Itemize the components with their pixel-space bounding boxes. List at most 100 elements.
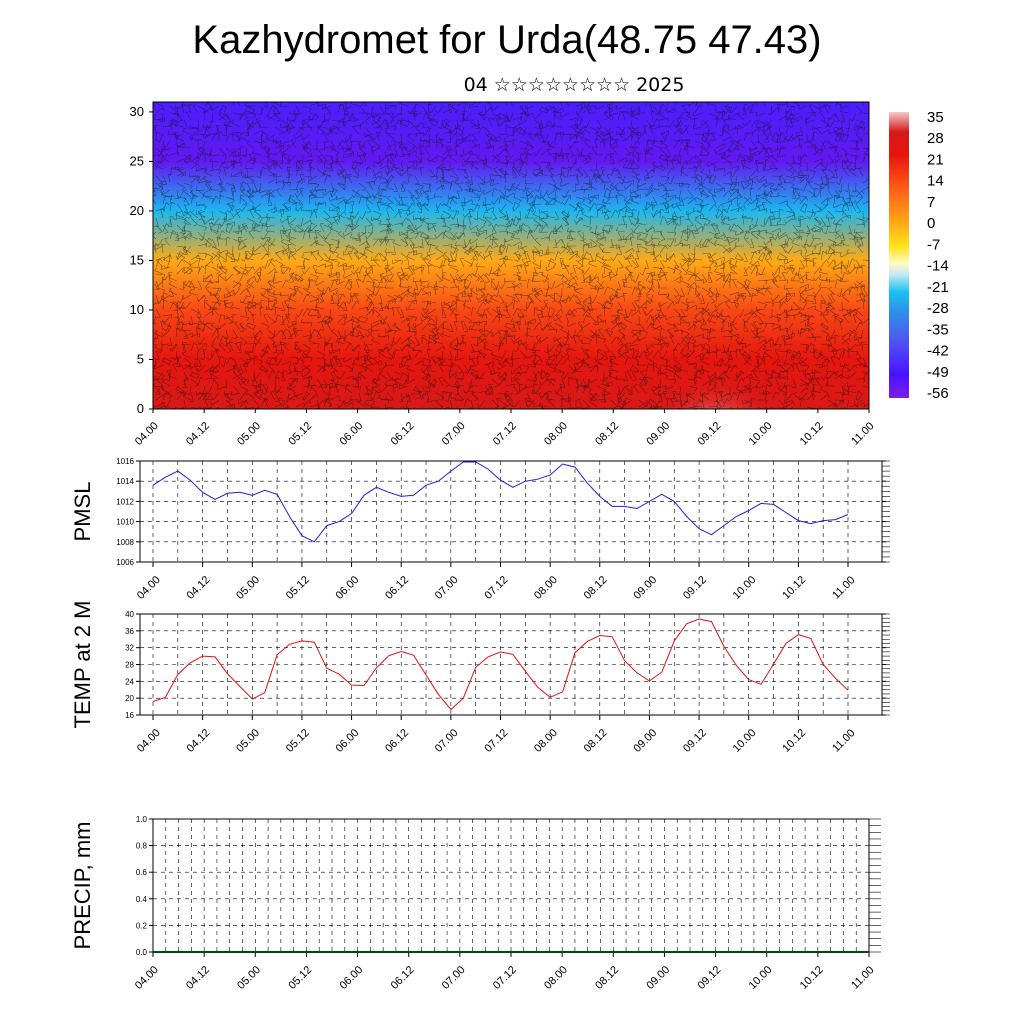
wind-barb xyxy=(736,153,741,163)
wind-barb-flag xyxy=(391,175,395,179)
wind-barb-flag xyxy=(387,232,392,234)
wind-barb-flag xyxy=(734,145,738,149)
wind-barb-flag xyxy=(706,129,709,134)
wind-barb xyxy=(183,219,192,226)
wind-barb-flag xyxy=(679,130,683,135)
wind-barb xyxy=(484,179,494,184)
wind-barb-flag xyxy=(447,194,450,199)
wind-barb-flag xyxy=(394,154,397,159)
wind-barb xyxy=(202,140,206,150)
wind-barb xyxy=(477,175,485,183)
wind-barb xyxy=(505,210,510,220)
wind-barb-flag xyxy=(282,153,287,156)
wind-barb-flag xyxy=(364,256,368,260)
wind-barb xyxy=(498,244,502,254)
wind-barb xyxy=(427,196,437,201)
wind-barb xyxy=(833,203,843,208)
wind-barb xyxy=(275,162,283,170)
wind-barb xyxy=(617,133,626,140)
wind-barb xyxy=(407,174,410,184)
wind-barb-flag xyxy=(443,251,448,254)
wind-barb xyxy=(197,167,207,170)
wind-barb-flag xyxy=(666,177,670,181)
wind-barb xyxy=(449,133,456,142)
wind-barb-flag xyxy=(587,109,590,114)
wind-barb-flag xyxy=(387,202,392,205)
wind-barb xyxy=(785,217,794,224)
wind-barb-flag xyxy=(333,161,337,165)
wind-barb xyxy=(300,217,304,227)
wind-barb xyxy=(204,237,210,247)
wind-barb xyxy=(344,223,350,233)
wind-barb-flag xyxy=(651,201,656,204)
wind-barb-flag xyxy=(425,141,430,144)
wind-barb xyxy=(732,182,738,191)
wind-barb xyxy=(155,217,159,227)
wind-barb-flag xyxy=(777,233,780,238)
wind-barb-flag xyxy=(580,152,583,157)
wind-barb xyxy=(276,147,283,156)
wind-barb xyxy=(183,266,193,271)
wind-barb xyxy=(658,182,668,187)
wind-barb-flag xyxy=(577,259,582,262)
wind-barb-flag xyxy=(811,234,814,239)
wind-barb xyxy=(647,224,654,233)
wind-barb xyxy=(246,182,252,192)
wind-barb-flag xyxy=(397,141,402,144)
wind-barb xyxy=(742,216,745,226)
wind-barb-flag xyxy=(623,185,626,190)
wind-barb-flag xyxy=(244,111,248,116)
wind-barb xyxy=(559,174,563,184)
wind-barb xyxy=(855,140,859,150)
wind-barb-flag xyxy=(288,268,292,273)
wind-barb xyxy=(154,244,157,254)
wind-barb-flag xyxy=(714,204,718,208)
wind-barb-flag xyxy=(449,236,453,240)
wind-barb xyxy=(813,162,821,170)
wind-barb-flag xyxy=(667,244,671,248)
wind-barb-flag xyxy=(209,151,212,156)
wind-barb-flag xyxy=(478,251,483,255)
wind-barb-flag xyxy=(819,206,823,211)
wind-barb-flag xyxy=(840,218,844,223)
wind-barb-flag xyxy=(870,114,872,118)
wind-barb-flag xyxy=(728,190,732,195)
wind-barb-flag xyxy=(379,198,383,203)
wind-barb xyxy=(496,118,500,128)
wind-barb-flag xyxy=(154,267,158,271)
wind-barb-flag xyxy=(833,259,836,264)
wind-barb-flag xyxy=(301,228,305,233)
wind-barb xyxy=(757,179,767,184)
wind-barb xyxy=(659,157,668,163)
wind-barb-flag xyxy=(181,187,185,191)
wind-barb-flag xyxy=(801,245,805,248)
wind-barb xyxy=(162,254,171,261)
wind-barb xyxy=(218,249,228,254)
wind-barb xyxy=(311,252,318,261)
wind-barb xyxy=(834,112,840,121)
wind-barb-flag xyxy=(213,231,218,234)
wind-barb xyxy=(784,259,794,265)
wind-barb-flag xyxy=(764,245,768,249)
wind-barb-flag xyxy=(308,176,310,181)
wind-barb xyxy=(812,132,815,142)
wind-barb-flag xyxy=(626,126,631,130)
wind-barb-flag xyxy=(378,175,381,180)
wind-barb xyxy=(781,245,787,254)
wind-barb xyxy=(469,153,479,156)
wind-barb-flag xyxy=(701,205,705,210)
wind-barb-flag xyxy=(287,166,292,168)
wind-barb-flag xyxy=(493,167,498,169)
wind-barb xyxy=(267,191,276,198)
wind-barb-flag xyxy=(471,272,476,276)
wind-barb xyxy=(643,209,647,219)
wind-barb xyxy=(617,245,623,255)
wind-barb-flag xyxy=(744,237,749,240)
wind-barb xyxy=(477,182,482,192)
wind-barb-flag xyxy=(622,138,626,142)
wind-barb-flag xyxy=(865,97,868,99)
wind-barb xyxy=(652,196,658,205)
wind-barb-flag xyxy=(871,133,872,137)
wind-barb-flag xyxy=(235,97,238,99)
wind-barb-flag xyxy=(797,171,801,176)
